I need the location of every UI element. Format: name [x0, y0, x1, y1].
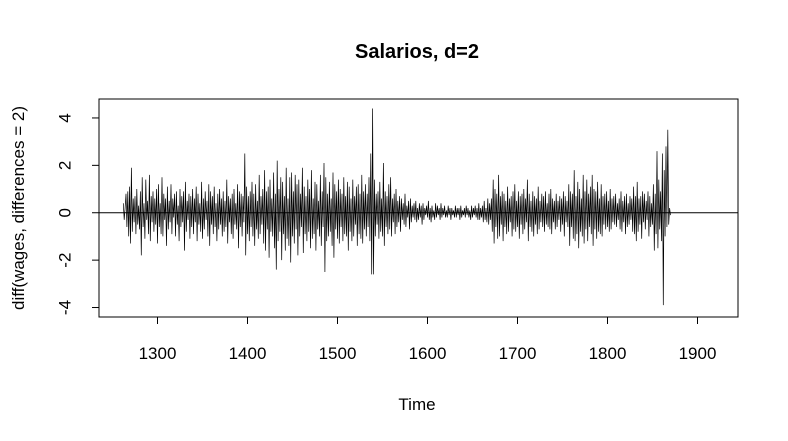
series-line-0 [122, 108, 671, 306]
x-tick-label: 1600 [409, 344, 447, 363]
x-axis: 1300 1400 1500 1600 1700 1800 1900 [139, 316, 717, 363]
x-tick-label: 1500 [319, 344, 357, 363]
y-axis-label: diff(wages, differences = 2) [9, 106, 28, 310]
y-tick-label: 4 [55, 113, 74, 122]
y-tick-label: 2 [55, 161, 74, 170]
y-axis: -4 -2 0 2 4 [55, 113, 100, 315]
y-tick-label: 0 [55, 208, 74, 217]
series-layer [122, 108, 671, 306]
x-axis-label: Time [398, 395, 435, 414]
x-tick-label: 1800 [589, 344, 627, 363]
x-tick-label: 1300 [139, 344, 177, 363]
chart-title: Salarios, d=2 [355, 41, 479, 63]
y-tick-label: -2 [55, 253, 74, 268]
x-tick-label: 1700 [499, 344, 537, 363]
x-tick-label: 1900 [679, 344, 717, 363]
x-tick-label: 1400 [229, 344, 267, 363]
y-tick-label: -4 [55, 300, 74, 315]
